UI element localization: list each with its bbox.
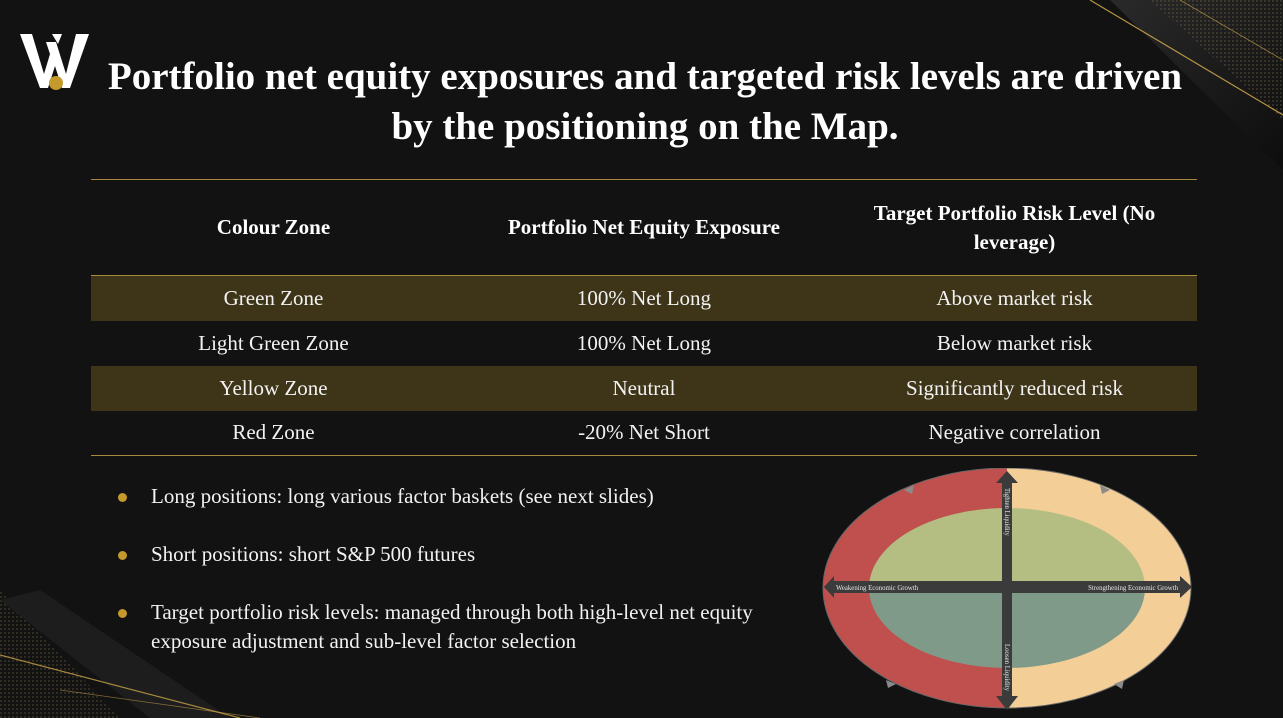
bullet-text: Short positions: short S&P 500 futures: [151, 542, 476, 566]
cell-risk: Below market risk: [936, 330, 1093, 355]
bullet-dot-icon: [118, 493, 127, 502]
slide-title: Portfolio net equity exposures and targe…: [107, 55, 1183, 148]
vertical-axis-arrow: [996, 471, 1018, 710]
left-axis-label: Weakening Economic Growth: [836, 585, 919, 592]
bullet-item: Long positions: long various factor bask…: [118, 482, 808, 511]
header-colour-zone: Colour Zone: [216, 215, 331, 239]
arrow-icon: [904, 485, 914, 494]
arrow-icon: [1100, 485, 1110, 494]
cell-risk: Significantly reduced risk: [906, 375, 1123, 400]
arrow-icon: [886, 680, 896, 688]
bullet-text: Target portfolio risk levels: managed th…: [151, 600, 753, 653]
table-header-row: Colour Zone Portfolio Net Equity Exposur…: [91, 179, 1197, 276]
cell-zone: Green Zone: [223, 285, 324, 310]
bullet-item: Target portfolio risk levels: managed th…: [118, 598, 808, 656]
logo-w-mark: [20, 34, 89, 90]
cell-risk: Negative correlation: [928, 420, 1101, 445]
header-target-risk-level-text: Target Portfolio Risk Level (No leverage…: [873, 200, 1156, 254]
bullet-dot-icon: [118, 551, 127, 560]
bullet-list: Long positions: long various factor bask…: [118, 482, 808, 656]
quadrant-map: Weakening Economic Growth Strengthening …: [822, 468, 1192, 710]
table-row: Light Green Zone 100% Net Long Below mar…: [91, 321, 1197, 366]
header-net-equity-exposure: Portfolio Net Equity Exposure: [507, 215, 780, 239]
cell-zone: Red Zone: [232, 420, 315, 445]
table-row: Yellow Zone Neutral Significantly reduce…: [91, 365, 1197, 411]
right-axis-label: Strengthening Economic Growth: [1088, 585, 1178, 592]
cell-zone: Light Green Zone: [198, 330, 349, 355]
cell-zone: Yellow Zone: [219, 375, 328, 400]
bullet-dot-icon: [118, 609, 127, 618]
bullet-item: Short positions: short S&P 500 futures: [118, 540, 808, 569]
exposure-table: Colour Zone Portfolio Net Equity Exposur…: [91, 179, 1197, 456]
cell-exposure: Neutral: [612, 375, 676, 400]
cell-exposure: 100% Net Long: [576, 330, 712, 355]
bullet-text: Long positions: long various factor bask…: [151, 484, 654, 508]
arrow-icon: [1114, 680, 1124, 689]
table-row: Red Zone -20% Net Short Negative correla…: [91, 411, 1197, 456]
cell-risk: Above market risk: [936, 285, 1093, 310]
table-row: Green Zone 100% Net Long Above market ri…: [91, 275, 1197, 321]
bottom-axis-label: Loosen Liquidity: [1003, 644, 1010, 692]
top-axis-label: Tighten Liquidity: [1003, 488, 1010, 537]
header-target-risk-level: Target Portfolio Risk Level (No leverage…: [832, 180, 1197, 276]
cell-exposure: 100% Net Long: [576, 285, 712, 310]
cell-exposure: -20% Net Short: [578, 420, 710, 445]
